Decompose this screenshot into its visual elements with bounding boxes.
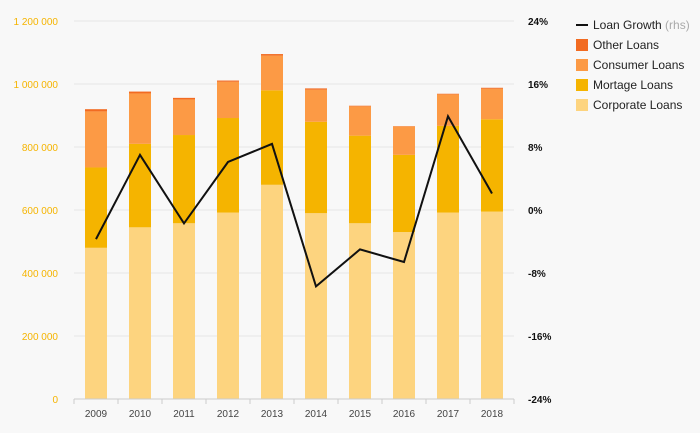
bar-mortage-loans <box>173 135 195 224</box>
bar-consumer-loans <box>173 99 195 136</box>
bar-corporate-loans <box>481 211 503 399</box>
bar-mortage-loans <box>305 121 327 214</box>
bar-mortage-loans <box>481 119 503 212</box>
y-right-tick-label: -24% <box>528 395 551 406</box>
bar-corporate-loans <box>393 232 415 399</box>
bar-other-loans <box>437 93 459 95</box>
bar-corporate-loans <box>305 213 327 399</box>
y-left-tick-label: 200 000 <box>22 332 59 343</box>
y-right-tick-label: -16% <box>528 332 551 343</box>
legend-label: Loan Growth (rhs) <box>593 18 690 32</box>
y-left-tick-label: 1 200 000 <box>14 17 59 28</box>
legend-label: Consumer Loans <box>593 58 684 72</box>
bar-consumer-loans <box>129 93 151 144</box>
x-tick-label: 2017 <box>437 409 460 420</box>
bar-corporate-loans <box>217 212 239 399</box>
bar-consumer-loans <box>437 94 459 126</box>
legend-label: Corporate Loans <box>593 98 682 112</box>
y-right-tick-label: 8% <box>528 143 543 154</box>
bar-consumer-loans <box>217 81 239 119</box>
bar-mortage-loans <box>349 135 371 224</box>
bar-other-loans <box>217 80 239 82</box>
bar-corporate-loans <box>173 223 195 399</box>
x-tick-label: 2014 <box>305 409 328 420</box>
y-right-tick-label: 16% <box>528 80 548 91</box>
bar-corporate-loans <box>129 227 151 399</box>
y-left-tick-label: 400 000 <box>22 269 59 280</box>
bar-other-loans <box>305 88 327 90</box>
x-tick-label: 2013 <box>261 409 284 420</box>
legend-box-swatch <box>576 79 588 91</box>
bar-other-loans <box>129 91 151 94</box>
y-left-tick-label: 800 000 <box>22 143 59 154</box>
legend-label: Other Loans <box>593 38 659 52</box>
legend-note: (rhs) <box>662 18 690 32</box>
bar-corporate-loans <box>437 212 459 399</box>
bar-consumer-loans <box>261 55 283 91</box>
bar-other-loans <box>261 54 283 56</box>
y-right-tick-label: 24% <box>528 17 548 28</box>
bar-consumer-loans <box>305 89 327 122</box>
legend-label: Mortage Loans <box>593 78 673 92</box>
bar-mortage-loans <box>437 125 459 213</box>
x-tick-label: 2010 <box>129 409 152 420</box>
x-tick-label: 2012 <box>217 409 240 420</box>
x-tick-label: 2009 <box>85 409 108 420</box>
bar-consumer-loans <box>349 106 371 136</box>
bar-corporate-loans <box>349 223 371 399</box>
legend-box-swatch <box>576 39 588 51</box>
bar-consumer-loans <box>393 126 415 155</box>
bar-other-loans <box>349 105 371 107</box>
legend-box-swatch <box>576 59 588 71</box>
y-left-tick-label: 0 <box>52 395 58 406</box>
y-right-tick-label: 0% <box>528 206 543 217</box>
bar-other-loans <box>173 97 195 100</box>
bar-other-loans <box>85 109 107 112</box>
x-tick-label: 2016 <box>393 409 416 420</box>
x-tick-label: 2015 <box>349 409 372 420</box>
bar-mortage-loans <box>393 154 415 233</box>
bar-consumer-loans <box>481 88 503 120</box>
bar-mortage-loans <box>85 167 107 248</box>
bar-consumer-loans <box>85 111 107 168</box>
y-right-tick-label: -8% <box>528 269 546 280</box>
bar-mortage-loans <box>217 118 239 213</box>
loan-growth-line <box>95 113 493 289</box>
bar-corporate-loans <box>261 184 283 399</box>
x-tick-label: 2011 <box>173 409 195 420</box>
bar-corporate-loans <box>85 247 107 399</box>
x-tick-label: 2018 <box>481 409 504 420</box>
bar-other-loans <box>481 87 503 89</box>
y-left-tick-label: 600 000 <box>22 206 59 217</box>
y-left-tick-label: 1 000 000 <box>14 80 59 91</box>
legend-box-swatch <box>576 99 588 111</box>
